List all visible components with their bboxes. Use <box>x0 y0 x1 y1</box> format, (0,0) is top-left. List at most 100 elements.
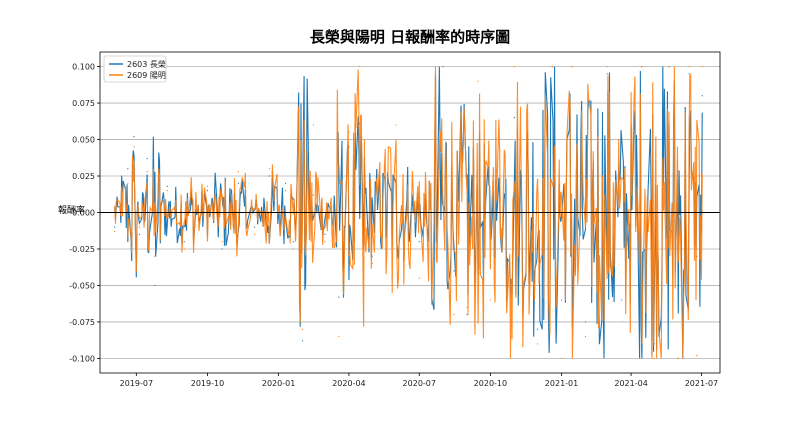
data-point <box>324 241 326 243</box>
y-tick-label: -0.050 <box>69 281 95 290</box>
legend-label: 2603 長榮 <box>127 59 166 69</box>
data-point <box>312 194 314 196</box>
x-tick-label: 2020-07 <box>403 379 436 388</box>
data-point <box>146 157 148 160</box>
data-point <box>466 306 468 308</box>
data-point <box>127 182 129 184</box>
x-tick-label: 2021-07 <box>685 379 718 388</box>
data-point <box>166 190 168 192</box>
data-point <box>301 340 304 342</box>
data-point <box>292 248 294 250</box>
data-point <box>489 299 491 301</box>
data-point <box>154 284 156 287</box>
data-point <box>560 299 563 301</box>
data-point <box>453 270 455 272</box>
data-point <box>254 226 256 228</box>
data-point <box>114 230 116 233</box>
data-point <box>641 65 643 68</box>
x-tick-label: 2020-01 <box>262 379 295 388</box>
data-point <box>688 73 690 75</box>
series-line <box>114 66 703 359</box>
data-point <box>312 124 314 126</box>
data-point <box>395 124 397 126</box>
data-point <box>183 241 185 243</box>
x-tick-label: 2020-10 <box>474 379 507 388</box>
data-point <box>284 190 287 192</box>
data-point <box>606 73 608 75</box>
data-point <box>621 299 623 301</box>
x-tick-label: 2019-10 <box>191 379 224 388</box>
data-point <box>206 190 209 192</box>
data-point <box>138 226 141 228</box>
data-point <box>206 185 209 187</box>
data-point <box>688 65 690 68</box>
data-point <box>653 357 655 360</box>
y-tick-label: 0.050 <box>72 136 95 145</box>
data-point <box>292 241 294 243</box>
y-tick-label: -0.025 <box>69 245 95 254</box>
data-point <box>268 175 270 177</box>
data-point <box>146 171 148 173</box>
data-point <box>696 354 698 357</box>
legend: 2603 長榮 2609 陽明 <box>103 55 167 83</box>
y-axis: -0.100 -0.075 -0.050 -0.025 0.000 0.025 0.050 0… <box>69 63 100 363</box>
x-tick-label: 2021-04 <box>614 379 647 388</box>
y-tick-label: -0.100 <box>69 354 95 363</box>
data-point <box>677 357 679 360</box>
x-tick-label: 2021-01 <box>545 379 578 388</box>
data-point <box>571 65 573 68</box>
data-point <box>442 65 444 68</box>
data-point <box>536 328 539 330</box>
data-point <box>138 233 141 235</box>
data-point <box>221 241 223 243</box>
data-point <box>237 182 239 184</box>
data-point <box>418 241 420 243</box>
data-point <box>551 65 553 68</box>
data-point <box>701 95 703 97</box>
data-point <box>114 226 116 228</box>
data-point <box>606 65 608 68</box>
data-point <box>668 65 670 68</box>
data-point <box>477 80 479 82</box>
data-point <box>268 168 270 170</box>
data-point <box>536 343 539 345</box>
x-tick-label: 2019-07 <box>120 379 153 388</box>
data-point <box>324 233 326 235</box>
data-point <box>477 138 479 141</box>
y-tick-label: 0.100 <box>72 63 95 72</box>
data-point <box>338 296 340 298</box>
data-point <box>418 277 420 279</box>
legend-label: 2609 陽明 <box>127 71 166 80</box>
data-point <box>560 357 563 360</box>
data-point <box>133 146 135 148</box>
data-point <box>513 65 515 68</box>
data-point <box>221 248 223 250</box>
data-point <box>453 314 455 316</box>
data-point <box>237 171 239 173</box>
data-point <box>621 321 623 323</box>
y-tick-label: 0.075 <box>72 99 95 108</box>
y-tick-label: -0.075 <box>69 318 95 327</box>
y-axis-label: 報酬率 <box>58 204 85 216</box>
data-point <box>154 255 156 257</box>
data-point <box>359 65 361 68</box>
data-point <box>348 131 350 133</box>
x-tick-label: 2020-04 <box>332 379 365 388</box>
data-point <box>166 185 168 187</box>
data-point <box>183 248 185 250</box>
y-tick-label: 0.000 <box>72 209 95 218</box>
data-point <box>701 65 703 68</box>
data-point <box>371 262 373 265</box>
data-point <box>584 335 587 338</box>
chart-title: 長榮與陽明 日報酬率的時序圖 <box>310 28 510 46</box>
data-point <box>284 182 287 184</box>
data-point <box>127 168 129 170</box>
series-layer <box>114 65 703 360</box>
data-point <box>338 335 340 338</box>
data-point <box>584 321 587 323</box>
data-point <box>254 233 256 235</box>
data-point <box>513 117 515 119</box>
data-point <box>133 136 135 138</box>
y-tick-label: 0.025 <box>72 172 95 181</box>
